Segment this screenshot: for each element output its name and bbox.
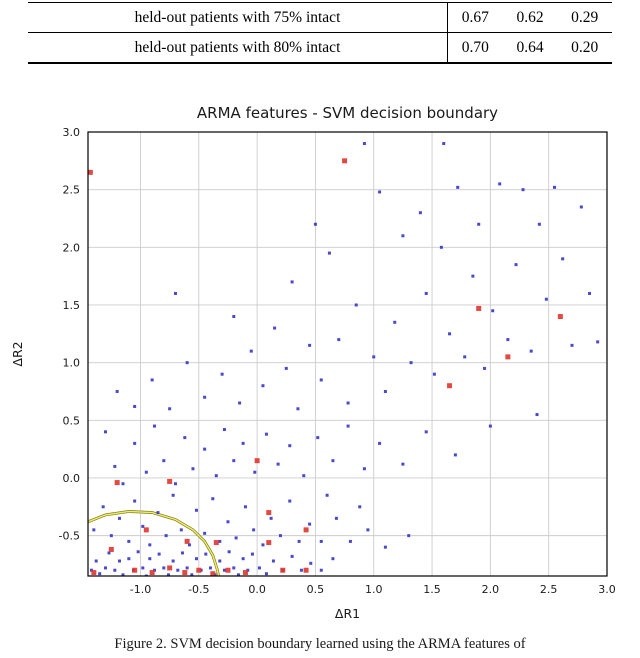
table-row: held-out patients with 75% intact 0.67 0… — [28, 3, 612, 33]
grid-lines — [88, 131, 608, 576]
svg-text:0.0: 0.0 — [63, 472, 81, 485]
value-cell: 0.20 — [571, 38, 599, 56]
svg-text:2.5: 2.5 — [63, 184, 81, 197]
svg-text:2.5: 2.5 — [540, 583, 558, 596]
svg-text:1.5: 1.5 — [63, 299, 81, 312]
table-row: held-out patients with 80% intact 0.70 0… — [28, 33, 612, 62]
results-table: held-out patients with 75% intact 0.67 0… — [28, 2, 612, 64]
row-label: held-out patients with 80% intact — [28, 33, 448, 62]
decision-boundary — [88, 510, 220, 576]
svg-text:1.0: 1.0 — [365, 583, 383, 596]
svg-text:0.5: 0.5 — [63, 414, 81, 427]
plot-border — [87, 131, 608, 577]
svg-text:0.5: 0.5 — [307, 583, 325, 596]
chart-title: ARMA features - SVM decision boundary — [197, 104, 498, 122]
row-values: 0.67 0.62 0.29 — [448, 3, 612, 32]
value-cell: 0.62 — [516, 8, 544, 26]
svg-text:2.0: 2.0 — [482, 583, 500, 596]
svg-text:3.0: 3.0 — [598, 583, 616, 596]
value-cell: 0.29 — [571, 8, 599, 26]
svg-text:0.0: 0.0 — [248, 583, 266, 596]
svg-text:1.0: 1.0 — [63, 357, 81, 370]
svg-text:-0.5: -0.5 — [59, 530, 80, 543]
value-cell: 0.67 — [461, 8, 489, 26]
svg-text:1.5: 1.5 — [423, 583, 441, 596]
row-label: held-out patients with 75% intact — [28, 3, 448, 32]
svg-text:2.0: 2.0 — [63, 241, 81, 254]
row-values: 0.70 0.64 0.20 — [448, 33, 612, 62]
svg-text:-1.0: -1.0 — [130, 583, 151, 596]
figure-caption: Figure 2. SVM decision boundary learned … — [114, 636, 526, 652]
value-cell: 0.64 — [516, 38, 544, 56]
svg-text:-0.5: -0.5 — [188, 583, 209, 596]
scatter-figure: -1.0 -0.5 0.0 0.5 1.0 1.5 2.0 2.5 3.0 -0.5 0.0 0.5 1… — [0, 96, 640, 626]
x-axis-label: ΔR1 — [335, 606, 360, 621]
value-cell: 0.70 — [461, 38, 489, 56]
series-class-blue — [89, 142, 600, 576]
scatter-chart-svg: -1.0 -0.5 0.0 0.5 1.0 1.5 2.0 2.5 3.0 -0.5 0.0 0.5 1… — [10, 104, 616, 621]
svg-text:3.0: 3.0 — [63, 126, 81, 139]
series-class-red — [88, 158, 563, 576]
y-axis-label: ΔR2 — [10, 341, 25, 366]
